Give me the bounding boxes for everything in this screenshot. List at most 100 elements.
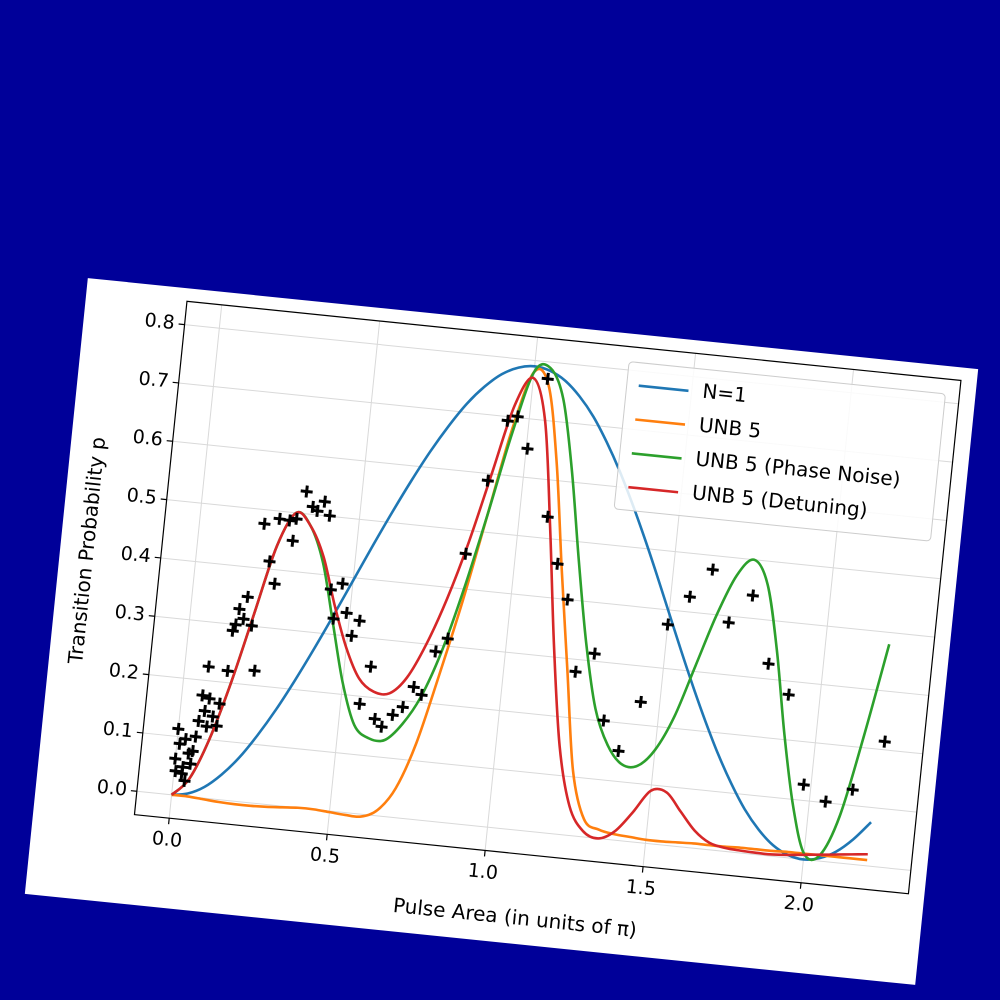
y-tick-label: 0.7 [137,367,169,392]
scatter-point [683,590,696,603]
scatter-point [171,722,184,735]
scatter-point [846,783,859,796]
scatter-point [352,614,366,627]
scatter-point [722,615,735,629]
scatter-point [286,534,299,547]
scatter-point [198,704,211,717]
scatter-point [597,713,610,727]
scatter-point [344,629,358,642]
scatter-point [818,794,832,808]
y-axis-label: Transition Probability p [62,435,109,665]
scatter-point [210,719,223,732]
y-grid-line [136,790,911,871]
scatter-point [611,744,625,757]
scatter-point [289,512,303,525]
legend-swatch [627,485,678,494]
scatter-point [283,513,296,527]
legend-swatch [638,383,689,392]
scatter-point [339,606,353,619]
scatter-point [520,442,534,455]
scatter-point [206,709,219,723]
scatter-point [195,688,209,702]
scatter-point [501,414,514,427]
scatter-point [568,665,582,678]
ticks: 0.0 0.5 1.0 1.5 2.0 0.0 0.1 0.2 0.3 0.4 0.5 0.6 0.7 0… [95,309,814,917]
x-tick-mark [325,833,328,840]
scatter-point [267,577,281,590]
scatter-point [541,510,554,523]
scatter-point [396,700,409,713]
scatter-point [550,557,564,570]
scatter-point [661,617,674,631]
series-line [170,364,872,861]
scatter-point [511,409,524,423]
y-tick-mark [142,672,149,675]
scatter-point [481,473,494,487]
scatter-point [202,659,215,673]
y-tick-mark [160,497,167,500]
scatter-point [183,757,197,770]
scatter-point [228,617,242,631]
scatter-point [368,712,381,725]
y-tick-label: 0.4 [119,542,151,567]
scatter-point [761,657,775,670]
scatter-point [324,582,337,596]
scatter-point [353,697,366,710]
x-tick-label: 1.0 [466,859,498,884]
scatter-point [257,517,271,530]
y-tick-label: 0.6 [131,425,163,450]
y-tick-label: 0.0 [95,775,127,800]
scatter-point [232,602,246,615]
scatter-point [178,732,192,745]
scatter-point [310,504,324,517]
y-tick-mark [172,381,179,384]
scatter-point [186,744,199,757]
y-tick-label: 0.1 [101,717,133,742]
y-tick-label: 0.8 [143,309,175,334]
series-line [170,367,867,861]
scatter-point [189,729,202,743]
y-tick-label: 0.3 [113,600,145,625]
scatter-point [177,774,191,787]
legend-swatch [634,417,685,426]
scatter-point [746,588,759,602]
y-tick-mark [178,322,185,325]
scatter-point [245,618,258,632]
scatter-point [407,680,420,693]
x-tick-label: 2.0 [782,891,814,916]
scatter-point [782,688,795,701]
scatter-point [212,697,226,710]
scatter-point [262,554,276,568]
x-tick-label: 0.5 [308,843,340,868]
scatter-point [414,688,428,701]
scatter-point [364,660,377,673]
x-axis-label: Pulse Area (in units of π) [391,892,637,941]
scatter-point [323,509,336,522]
x-tick-label: 0.0 [150,827,182,852]
scatter-point [221,664,234,677]
chart-card: 0.0 0.5 1.0 1.5 2.0 0.0 0.1 0.2 0.3 0.4 0.5 0.6 0.7 0… [24,277,978,985]
scatter-point [326,612,340,625]
y-grid-line [160,556,935,638]
scatter-point [588,646,601,660]
scatter-point [241,590,254,603]
scatter-point [169,764,182,777]
x-tick-mark [641,866,644,873]
scatter-point [200,719,213,733]
scatter-point [878,735,891,748]
scatter-point [634,695,647,708]
x-tick-mark [799,882,802,889]
scatter-point [247,664,261,677]
scatter-point [236,612,250,625]
scatter-point [318,495,331,508]
scatter-point [175,766,188,780]
y-grid-line [142,731,917,813]
series-line [170,376,868,856]
scatter-point [428,644,442,658]
legend-label: UNB 5 [697,412,762,442]
scatter-point [706,562,719,576]
y-tick-mark [154,556,161,559]
y-tick-mark [148,614,155,617]
